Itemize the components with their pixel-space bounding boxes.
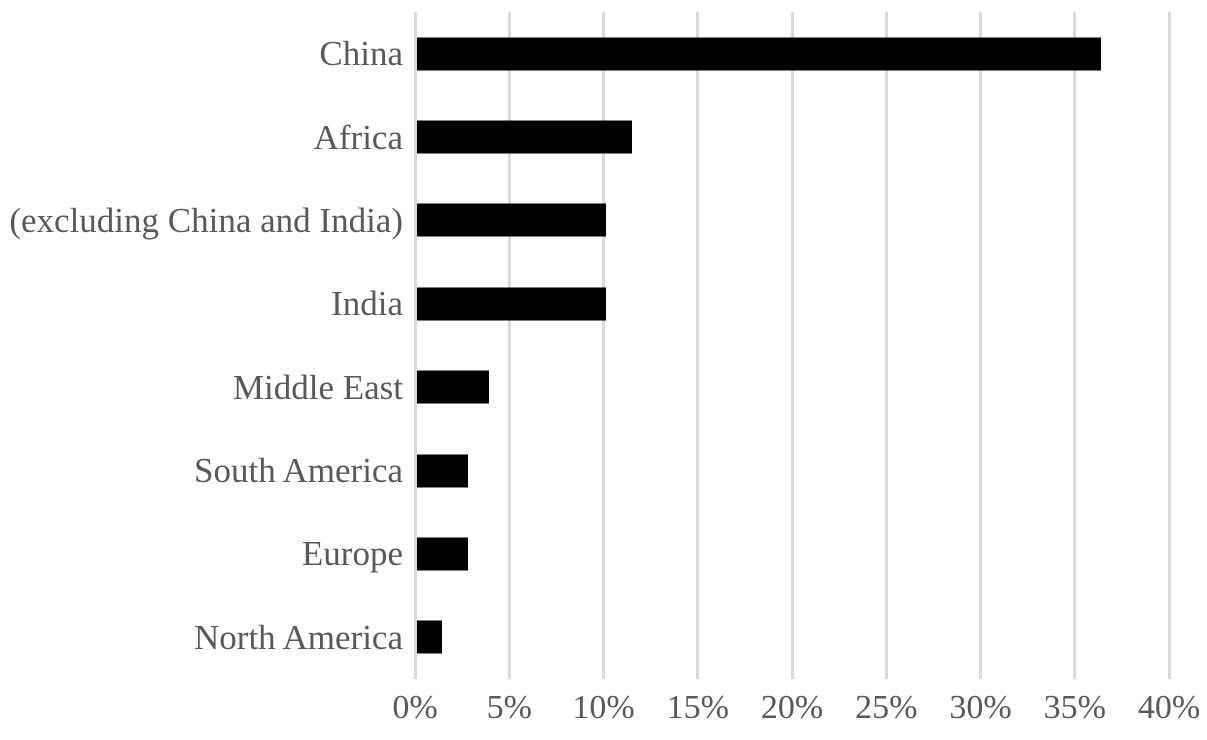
gridline [1073, 12, 1077, 679]
gridline [507, 12, 511, 679]
bar-row [415, 429, 1169, 512]
bar [417, 203, 606, 237]
x-axis-tick-label: 25% [855, 689, 918, 726]
bar-rows [415, 12, 1169, 679]
category-label: North America [194, 617, 403, 657]
bar [417, 537, 468, 571]
bar-row [415, 95, 1169, 178]
bar-row [415, 512, 1169, 595]
x-axis: 0% 5% 10% 15% 20% 25% 30% 35% 40% [392, 689, 1200, 736]
bar-row [415, 262, 1169, 345]
bar [417, 37, 1102, 71]
gridline [696, 12, 700, 679]
category-label: India [331, 284, 403, 324]
x-axis-tick-label: 30% [949, 689, 1012, 726]
x-axis-tick-label: 0% [392, 689, 438, 726]
x-axis-tick-label: 15% [666, 689, 729, 726]
category-label: Africa [313, 117, 403, 157]
category-label: (excluding China and India) [9, 200, 403, 240]
gridline [1167, 12, 1171, 679]
bar-row [415, 596, 1169, 679]
bar [417, 454, 468, 488]
x-axis-tick-label: 5% [486, 689, 532, 726]
category-label: China [319, 34, 403, 74]
bar [417, 370, 489, 404]
category-label: Middle East [232, 367, 403, 407]
gridline [884, 12, 888, 679]
gridline [979, 12, 982, 679]
x-axis-tick-label: 10% [572, 689, 635, 726]
plot-area [413, 12, 1171, 679]
x-axis-tick-label: 35% [1043, 689, 1106, 726]
bar [417, 120, 632, 154]
gridline [790, 12, 794, 679]
x-axis-tick-label: 20% [760, 689, 824, 726]
bar [417, 287, 606, 321]
gridline [413, 12, 417, 679]
x-axis-tick-label: 40% [1137, 689, 1201, 726]
bar-row [415, 346, 1169, 429]
category-label: Europe [301, 534, 403, 574]
gridline [602, 12, 605, 679]
bar-row [415, 12, 1169, 95]
bar [417, 620, 442, 654]
category-axis: China Africa (excluding China and India) In… [0, 12, 403, 679]
category-label: South America [194, 451, 403, 491]
bar-row [415, 179, 1169, 262]
